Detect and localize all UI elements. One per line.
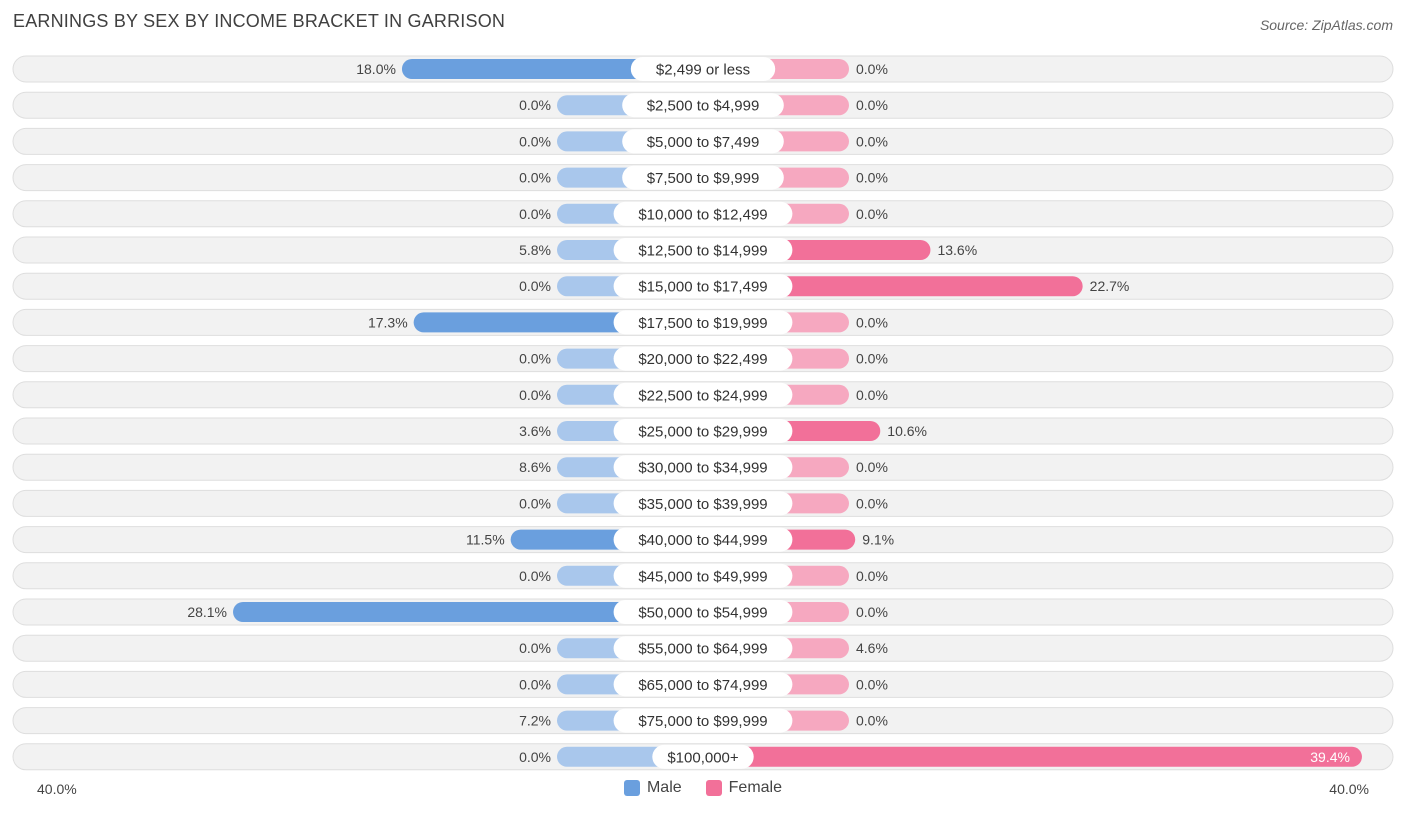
female-value-label: 0.0% bbox=[856, 170, 888, 186]
male-value-label: 0.0% bbox=[519, 97, 551, 113]
category-label-pill bbox=[613, 455, 793, 480]
category-label-pill bbox=[613, 527, 793, 552]
source-label: Source: ZipAtlas.com bbox=[1259, 17, 1393, 33]
category-label-pill bbox=[630, 57, 776, 81]
male-value-label: 0.0% bbox=[519, 351, 551, 367]
male-value-label: 28.1% bbox=[187, 604, 227, 620]
female-value-label: 0.0% bbox=[856, 351, 888, 367]
category-label-pill bbox=[622, 93, 784, 118]
male-value-label: 8.6% bbox=[519, 459, 551, 475]
male-value-label: 0.0% bbox=[519, 568, 551, 584]
female-value-label: 4.6% bbox=[856, 640, 888, 656]
male-value-label: 0.0% bbox=[519, 278, 551, 294]
category-label-pill bbox=[652, 744, 754, 769]
male-value-label: 0.0% bbox=[519, 170, 551, 186]
female-value-label: 0.0% bbox=[856, 495, 888, 511]
category-label-pill bbox=[613, 310, 793, 335]
category-label-pill bbox=[613, 636, 793, 661]
male-value-label: 18.0% bbox=[356, 61, 396, 77]
bar-female bbox=[703, 276, 1083, 297]
female-value-label: 0.0% bbox=[856, 459, 888, 475]
category-label-pill bbox=[613, 563, 793, 588]
category-label-pill bbox=[613, 600, 793, 624]
female-value-label: 0.0% bbox=[856, 387, 888, 403]
category-label: $75,000 to $99,999 bbox=[638, 713, 767, 730]
legend-swatch-female bbox=[705, 780, 722, 796]
female-value-label: 0.0% bbox=[856, 676, 888, 692]
legend-label-male: Male bbox=[646, 779, 682, 796]
male-value-label: 3.6% bbox=[519, 423, 551, 439]
category-label: $100,000+ bbox=[667, 749, 739, 766]
category-label-pill bbox=[613, 346, 793, 371]
category-label: $50,000 to $54,999 bbox=[638, 605, 767, 622]
male-value-label: 0.0% bbox=[519, 495, 551, 511]
male-value-label: 0.0% bbox=[519, 206, 551, 222]
female-value-label: 0.0% bbox=[856, 568, 888, 584]
female-value-label: 0.0% bbox=[856, 133, 888, 149]
category-label: $30,000 to $34,999 bbox=[638, 460, 767, 477]
category-label: $22,500 to $24,999 bbox=[638, 387, 767, 404]
category-label-pill bbox=[613, 708, 793, 733]
category-label-pill bbox=[613, 201, 793, 226]
category-label: $2,499 or less bbox=[656, 62, 750, 79]
female-value-label: 0.0% bbox=[856, 314, 888, 330]
category-label: $7,500 to $9,999 bbox=[647, 170, 760, 187]
category-label-pill bbox=[613, 419, 793, 443]
male-value-label: 17.3% bbox=[368, 314, 408, 330]
axis-label-left: 40.0% bbox=[37, 781, 77, 797]
category-label: $17,500 to $19,999 bbox=[638, 315, 767, 332]
male-value-label: 11.5% bbox=[466, 532, 505, 548]
female-value-label: 0.0% bbox=[856, 206, 888, 222]
category-label: $45,000 to $49,999 bbox=[638, 568, 767, 585]
chart-title: EARNINGS BY SEX BY INCOME BRACKET IN GAR… bbox=[13, 11, 506, 31]
axis-label-right: 40.0% bbox=[1329, 781, 1369, 797]
male-value-label: 0.0% bbox=[519, 749, 551, 765]
female-value-label: 10.6% bbox=[887, 423, 927, 439]
legend-swatch-male bbox=[623, 780, 640, 796]
male-value-label: 0.0% bbox=[519, 133, 551, 149]
female-value-label: 0.0% bbox=[856, 713, 888, 729]
female-value-label: 39.4% bbox=[1310, 749, 1350, 765]
category-label-pill bbox=[613, 238, 793, 262]
legend: Male Female bbox=[0, 779, 1406, 797]
female-value-label: 13.6% bbox=[937, 242, 977, 258]
male-value-label: 7.2% bbox=[519, 713, 551, 729]
category-label-pill bbox=[613, 274, 793, 299]
male-value-label: 5.8% bbox=[519, 242, 551, 258]
category-label-pill bbox=[622, 165, 784, 190]
bar-male bbox=[401, 59, 703, 79]
legend-item-male: Male bbox=[623, 779, 682, 797]
legend-item-female: Female bbox=[705, 779, 783, 797]
legend-label-female: Female bbox=[728, 779, 783, 796]
category-label: $12,500 to $14,999 bbox=[638, 243, 767, 260]
bar-chart: $2,499 or less 18.0% 0.0% $2,500 to $4,999 0… bbox=[12, 55, 1394, 771]
male-value-label: 0.0% bbox=[519, 387, 551, 403]
female-value-label: 0.0% bbox=[856, 61, 888, 77]
category-label-pill bbox=[613, 491, 793, 516]
category-label: $35,000 to $39,999 bbox=[638, 496, 767, 513]
category-label: $65,000 to $74,999 bbox=[638, 677, 767, 694]
category-label: $55,000 to $64,999 bbox=[638, 641, 767, 658]
bar-female bbox=[703, 746, 1362, 767]
female-value-label: 0.0% bbox=[856, 604, 888, 620]
category-label: $2,500 to $4,999 bbox=[647, 98, 760, 115]
male-value-label: 0.0% bbox=[519, 676, 551, 692]
category-label: $25,000 to $29,999 bbox=[638, 424, 767, 441]
category-label: $10,000 to $12,499 bbox=[638, 206, 767, 223]
female-value-label: 9.1% bbox=[862, 532, 894, 548]
category-label-pill bbox=[613, 382, 793, 407]
bar-male bbox=[233, 602, 703, 622]
female-value-label: 22.7% bbox=[1090, 278, 1130, 294]
male-value-label: 0.0% bbox=[519, 640, 551, 656]
category-label: $5,000 to $7,499 bbox=[647, 134, 760, 151]
category-label-pill bbox=[622, 129, 784, 154]
category-label: $15,000 to $17,499 bbox=[638, 279, 767, 296]
category-label: $20,000 to $22,499 bbox=[638, 351, 767, 368]
category-label-pill bbox=[613, 672, 793, 697]
category-label: $40,000 to $44,999 bbox=[638, 532, 767, 549]
female-value-label: 0.0% bbox=[856, 97, 888, 113]
